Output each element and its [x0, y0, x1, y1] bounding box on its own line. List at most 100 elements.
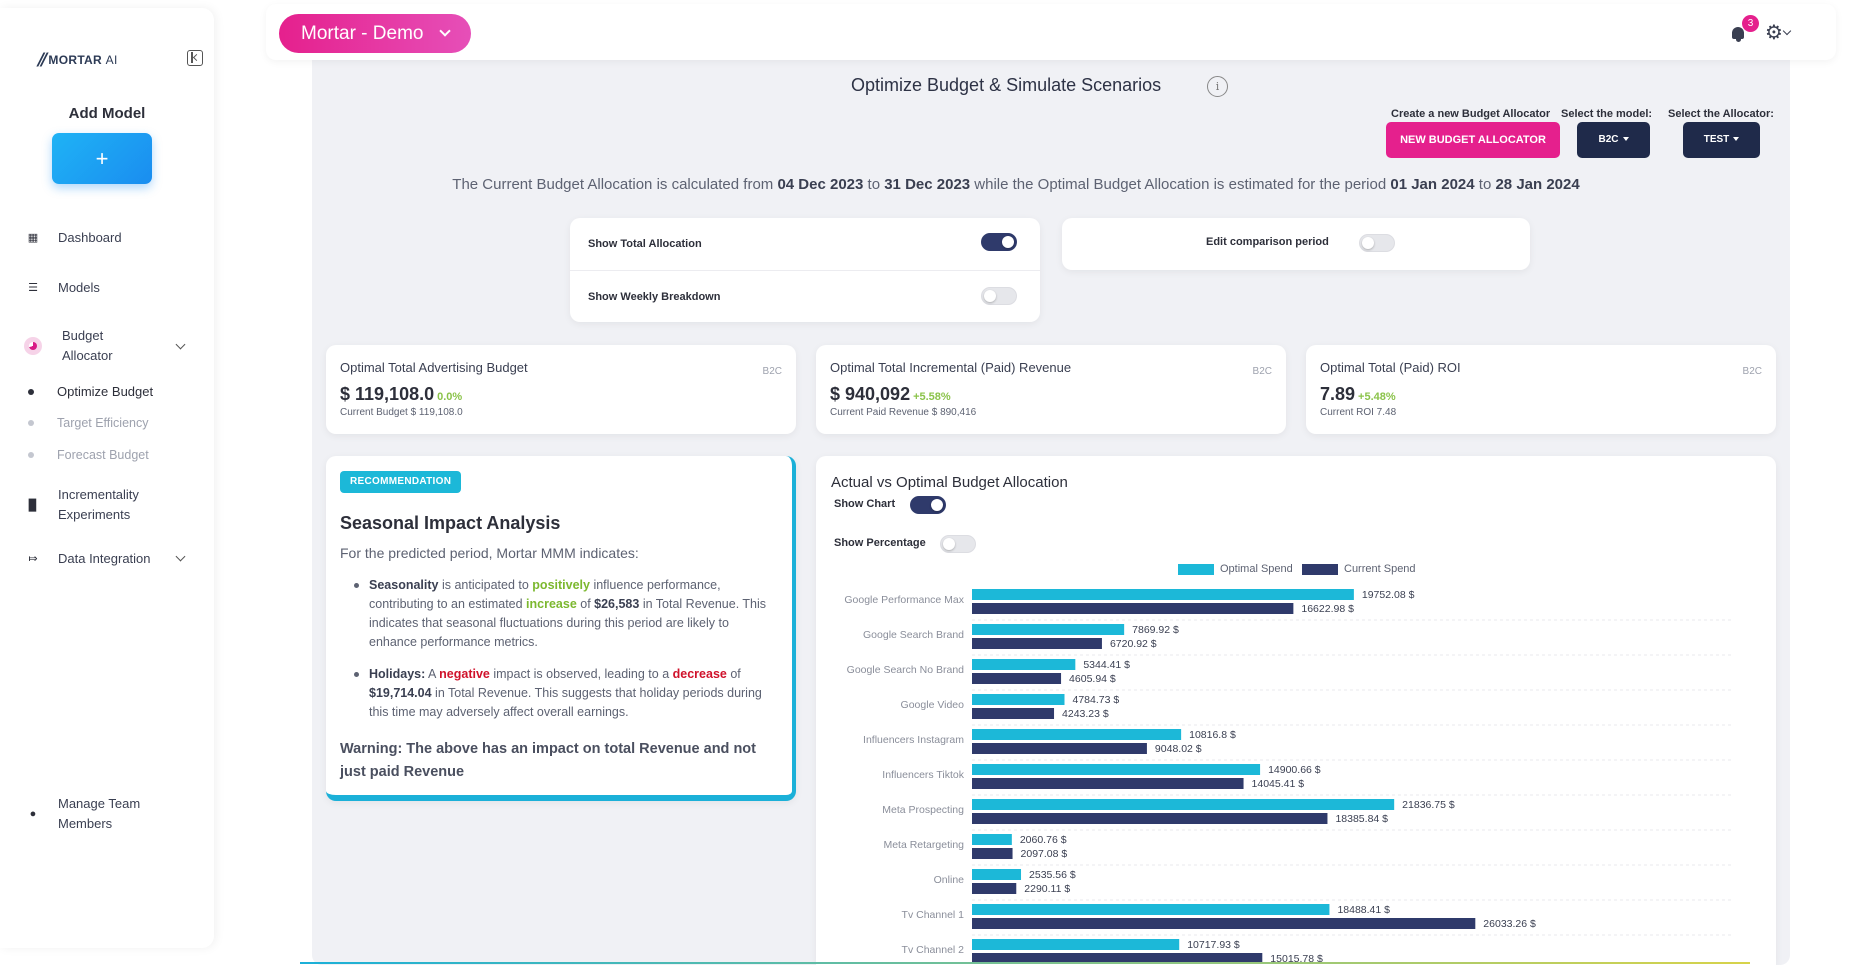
bar-value-label: 5344.41 $ — [1083, 659, 1130, 671]
allocation-chart-card: Actual vs Optimal Budget Allocation Show… — [816, 456, 1776, 965]
bell-icon[interactable] — [1730, 26, 1746, 42]
collapse-sidebar-icon[interactable] — [187, 50, 203, 66]
allocator-select[interactable]: TEST — [1683, 122, 1760, 158]
show-chart-toggle[interactable] — [910, 496, 946, 514]
kpi-tag: B2C — [1252, 366, 1272, 377]
bar — [972, 799, 1395, 810]
select-model-label: Select the model: — [1561, 108, 1653, 120]
sidebar-item-models[interactable]: ☰ Models — [26, 280, 100, 295]
sidebar-item-manage-team[interactable]: ● Manage Team Members — [26, 794, 140, 834]
edit-comparison-period-label: Edit comparison period — [1206, 236, 1329, 248]
bar-value-label: 2060.76 $ — [1020, 834, 1067, 846]
list-icon: ☰ — [28, 282, 38, 294]
list-item: Holidays: A negative impact is observed,… — [354, 665, 774, 722]
legend-swatch — [1178, 563, 1214, 575]
show-percentage-label: Show Percentage — [834, 537, 926, 549]
project-selector-button[interactable]: Mortar - Demo — [279, 14, 471, 53]
category-label: Tv Channel 1 — [902, 909, 965, 921]
sidebar-item-budget-allocator[interactable]: Budget Allocator — [24, 326, 113, 366]
kpi-value: $ 940,092 — [830, 384, 911, 404]
bar — [972, 918, 1476, 929]
kpi-value: $ 119,108.0 — [340, 384, 435, 404]
kpi-value: 7.89 — [1320, 384, 1356, 404]
bar — [972, 953, 1263, 964]
sidebar-item-label: Optimize Budget — [57, 384, 154, 399]
legend-swatch — [1302, 563, 1338, 575]
chevron-down-icon — [439, 25, 451, 37]
sidebar-item-label: Budget — [62, 328, 104, 343]
model-select[interactable]: B2C — [1577, 122, 1650, 158]
legend-item-current[interactable]: Current Spend — [1302, 563, 1416, 575]
sidebar-item-label: Models — [58, 280, 100, 295]
kpi-label: Optimal Total Incremental (Paid) Revenue — [830, 360, 1072, 375]
bar — [972, 659, 1076, 670]
current-start-date: 04 Dec 2023 — [777, 176, 864, 193]
category-label: Online — [934, 874, 965, 886]
show-weekly-breakdown-toggle[interactable] — [981, 287, 1017, 305]
legend-item-optimal[interactable]: Optimal Spend — [1178, 563, 1293, 575]
sidebar-item-optimize-budget[interactable]: Optimize Budget — [28, 384, 153, 399]
bar — [972, 834, 1012, 845]
recommendation-intro: For the predicted period, Mortar MMM ind… — [340, 545, 639, 561]
category-label: Meta Retargeting — [883, 839, 964, 851]
bar-chart-icon: ▉ — [28, 499, 38, 512]
category-label: Google Search Brand — [863, 629, 964, 641]
legend-label: Optimal Spend — [1220, 563, 1293, 575]
show-chart-label: Show Chart — [834, 498, 896, 510]
bar — [972, 848, 1013, 859]
pie-chart-icon — [24, 337, 42, 355]
sidebar-item-dashboard[interactable]: ▦ Dashboard — [26, 230, 122, 245]
sidebar-item-forecast-budget[interactable]: Forecast Budget — [28, 448, 149, 462]
show-total-allocation-toggle[interactable] — [981, 233, 1017, 251]
category-label: Influencers Instagram — [863, 734, 964, 746]
chevron-down-icon[interactable] — [175, 339, 186, 350]
period-description: The Current Budget Allocation is calcula… — [452, 176, 1580, 193]
gear-icon[interactable]: ⚙ — [1765, 20, 1783, 44]
topbar: Mortar - Demo 3 ⚙ — [266, 4, 1836, 60]
bar — [972, 764, 1261, 775]
sidebar-item-incrementality[interactable]: ▉ Incrementality Experiments — [26, 485, 139, 525]
kpi-tag: B2C — [1742, 366, 1762, 377]
info-icon[interactable]: i — [1207, 76, 1228, 97]
show-total-allocation-label: Show Total Allocation — [588, 238, 702, 250]
bar-value-label: 10717.93 $ — [1187, 939, 1240, 951]
bar — [972, 729, 1182, 740]
kpi-delta: +5.48% — [1358, 391, 1396, 403]
chevron-down-icon[interactable] — [1782, 26, 1792, 36]
show-percentage-toggle[interactable] — [940, 535, 976, 553]
bar-value-label: 19752.08 $ — [1362, 589, 1415, 601]
sidebar-item-label: Members — [58, 816, 113, 831]
bar — [972, 624, 1125, 635]
add-model-button[interactable]: + — [52, 133, 152, 184]
new-budget-allocator-button[interactable]: NEW BUDGET ALLOCATOR — [1386, 122, 1560, 158]
add-model-title: Add Model — [68, 105, 146, 122]
bar-value-label: 16622.98 $ — [1301, 603, 1354, 615]
kpi-card-advertising-budget: Optimal Total Advertising Budget B2C $ 1… — [326, 345, 796, 434]
bar — [972, 904, 1330, 915]
caret-down-icon — [1733, 137, 1740, 142]
bar — [972, 603, 1294, 614]
chevron-down-icon[interactable] — [175, 551, 186, 562]
logo[interactable]: // MORTAR AI — [38, 50, 118, 70]
recommendation-warning: Warning: The above has an impact on tota… — [340, 741, 756, 780]
select-allocator-label: Select the Allocator: — [1668, 108, 1774, 120]
bar — [972, 939, 1180, 950]
bar — [972, 869, 1022, 880]
edit-comparison-period-toggle[interactable] — [1359, 234, 1395, 252]
list-item: Seasonality is anticipated to positively… — [354, 576, 774, 652]
bar-value-label: 7869.92 $ — [1132, 624, 1179, 636]
category-label: Google Video — [901, 699, 965, 711]
sidebar-item-label: Experiments — [58, 507, 131, 522]
sidebar-item-target-efficiency[interactable]: Target Efficiency — [28, 416, 148, 430]
bar-value-label: 14900.66 $ — [1268, 764, 1321, 776]
grid-icon: ▦ — [27, 232, 39, 244]
kpi-delta: +5.58% — [913, 391, 951, 403]
bar-value-label: 14045.41 $ — [1252, 778, 1305, 790]
allocation-toggles-card: Show Total Allocation Show Weekly Breakd… — [570, 218, 1040, 322]
bar-value-label: 4784.73 $ — [1073, 694, 1120, 706]
dot-icon — [28, 452, 34, 458]
model-select-value: B2C — [1598, 134, 1619, 145]
sidebar-item-data-integration[interactable]: ⤇ Data Integration — [26, 551, 150, 566]
bar-value-label: 21836.75 $ — [1402, 799, 1455, 811]
allocator-select-value: TEST — [1703, 134, 1730, 145]
